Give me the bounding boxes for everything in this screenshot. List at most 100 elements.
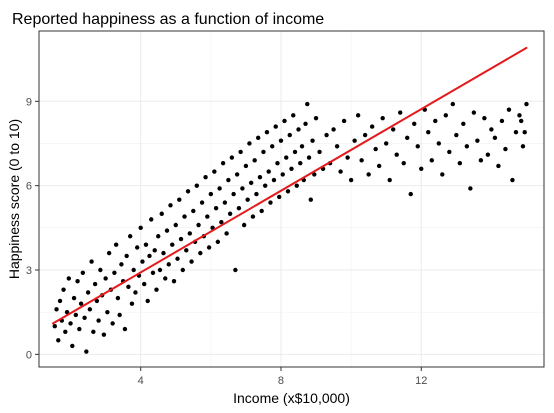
scatter-point <box>294 183 299 188</box>
scatter-point <box>440 172 445 177</box>
scatter-point <box>220 160 226 166</box>
scatter-point <box>429 158 434 163</box>
scatter-point <box>170 242 175 247</box>
scatter-point <box>168 203 173 208</box>
scatter-point <box>171 279 177 284</box>
scatter-point <box>289 166 294 171</box>
scatter-point <box>91 329 96 335</box>
scatter-point <box>52 324 57 329</box>
scatter-point <box>71 295 77 301</box>
trend-line-layer <box>52 46 528 325</box>
scatter-point <box>203 175 208 180</box>
scatter-point <box>61 287 66 292</box>
scatter-point <box>180 267 185 273</box>
scatter-point <box>468 186 473 191</box>
scatter-point <box>92 281 98 287</box>
scatter-point <box>212 169 217 174</box>
scatter-point <box>115 295 121 301</box>
scatter-point <box>273 124 278 129</box>
scatter-point <box>454 132 459 138</box>
scatter-point <box>348 177 354 183</box>
scatter-point <box>248 180 254 186</box>
scatter-point <box>485 152 491 157</box>
scatter-point <box>275 160 280 166</box>
scatter-point <box>126 284 131 290</box>
scatter-point <box>143 242 149 247</box>
scatter-point <box>149 217 154 222</box>
scatter-point <box>503 146 508 152</box>
scatter-point <box>106 250 112 256</box>
scatter-point <box>199 200 205 205</box>
y-axis-title: Happiness score (0 to 10) <box>6 119 22 279</box>
scatter-point <box>387 177 392 183</box>
scatter-point <box>124 253 129 259</box>
scatter-point <box>482 115 487 121</box>
scatter-point <box>401 160 406 166</box>
scatter-point <box>252 158 257 163</box>
scatter-point <box>63 329 68 335</box>
scatter-point <box>57 298 63 304</box>
scatter-point <box>262 183 268 188</box>
scatter-point <box>224 231 229 236</box>
scatter-point <box>464 144 470 149</box>
scatter-point <box>222 200 228 205</box>
scatter-point <box>78 301 84 306</box>
scatter-point <box>270 144 275 149</box>
scatter-point <box>229 155 235 160</box>
scatter-point <box>217 186 222 191</box>
scatter-point <box>282 118 287 124</box>
scatter-point <box>257 175 263 180</box>
scatter-point <box>398 110 403 115</box>
axis-ticks-layer: 4 8 12 0 3 6 9 <box>26 96 428 387</box>
scatter-point <box>292 149 298 155</box>
scatter-point <box>524 101 529 107</box>
scatter-point <box>405 135 410 141</box>
scatter-point <box>522 130 527 135</box>
x-axis-title: Income (x$10,000) <box>233 390 350 406</box>
scatter-point <box>373 146 378 152</box>
scatter-point <box>98 267 103 273</box>
scatter-point <box>436 141 441 146</box>
scatter-point <box>178 236 184 242</box>
scatter-point <box>450 101 456 107</box>
scatter-point <box>213 205 219 211</box>
scatter-point <box>198 250 203 256</box>
scatter-point <box>419 166 424 171</box>
scatter-point <box>54 307 59 312</box>
scatter-point <box>338 169 343 174</box>
scatter-point <box>506 107 512 112</box>
scatter-point <box>394 152 399 157</box>
scatter-point <box>345 155 350 160</box>
scatter-point <box>250 214 256 219</box>
plot-panel-border <box>38 30 545 368</box>
scatter-point <box>298 160 303 166</box>
scatter-point <box>64 309 70 315</box>
scatter-point <box>324 132 329 138</box>
scatter-point <box>75 279 80 284</box>
scatter-point <box>194 183 200 188</box>
scatter-point <box>299 144 305 149</box>
scatter-point <box>66 276 72 281</box>
scatter-point <box>278 138 284 143</box>
scatter-point <box>208 191 214 197</box>
scatter-point <box>101 332 107 337</box>
scatter-point <box>119 262 124 267</box>
scatter-point <box>105 309 110 315</box>
scatter-point <box>163 276 168 281</box>
scatter-point <box>231 191 236 197</box>
scatter-point <box>310 138 315 143</box>
scatter-point <box>520 144 526 149</box>
points-layer <box>52 101 529 354</box>
scatter-point <box>341 118 347 124</box>
scatter-point <box>362 132 368 138</box>
scatter-point <box>187 231 192 236</box>
scatter-point <box>154 287 159 292</box>
scatter-point <box>391 127 396 132</box>
scatter-point <box>196 222 201 228</box>
scatter-point <box>191 208 196 214</box>
scatter-point <box>80 270 86 276</box>
scatter-point <box>313 115 319 121</box>
scatter-point <box>261 149 266 155</box>
scatter-point <box>206 245 212 250</box>
scatter-point <box>112 270 117 276</box>
